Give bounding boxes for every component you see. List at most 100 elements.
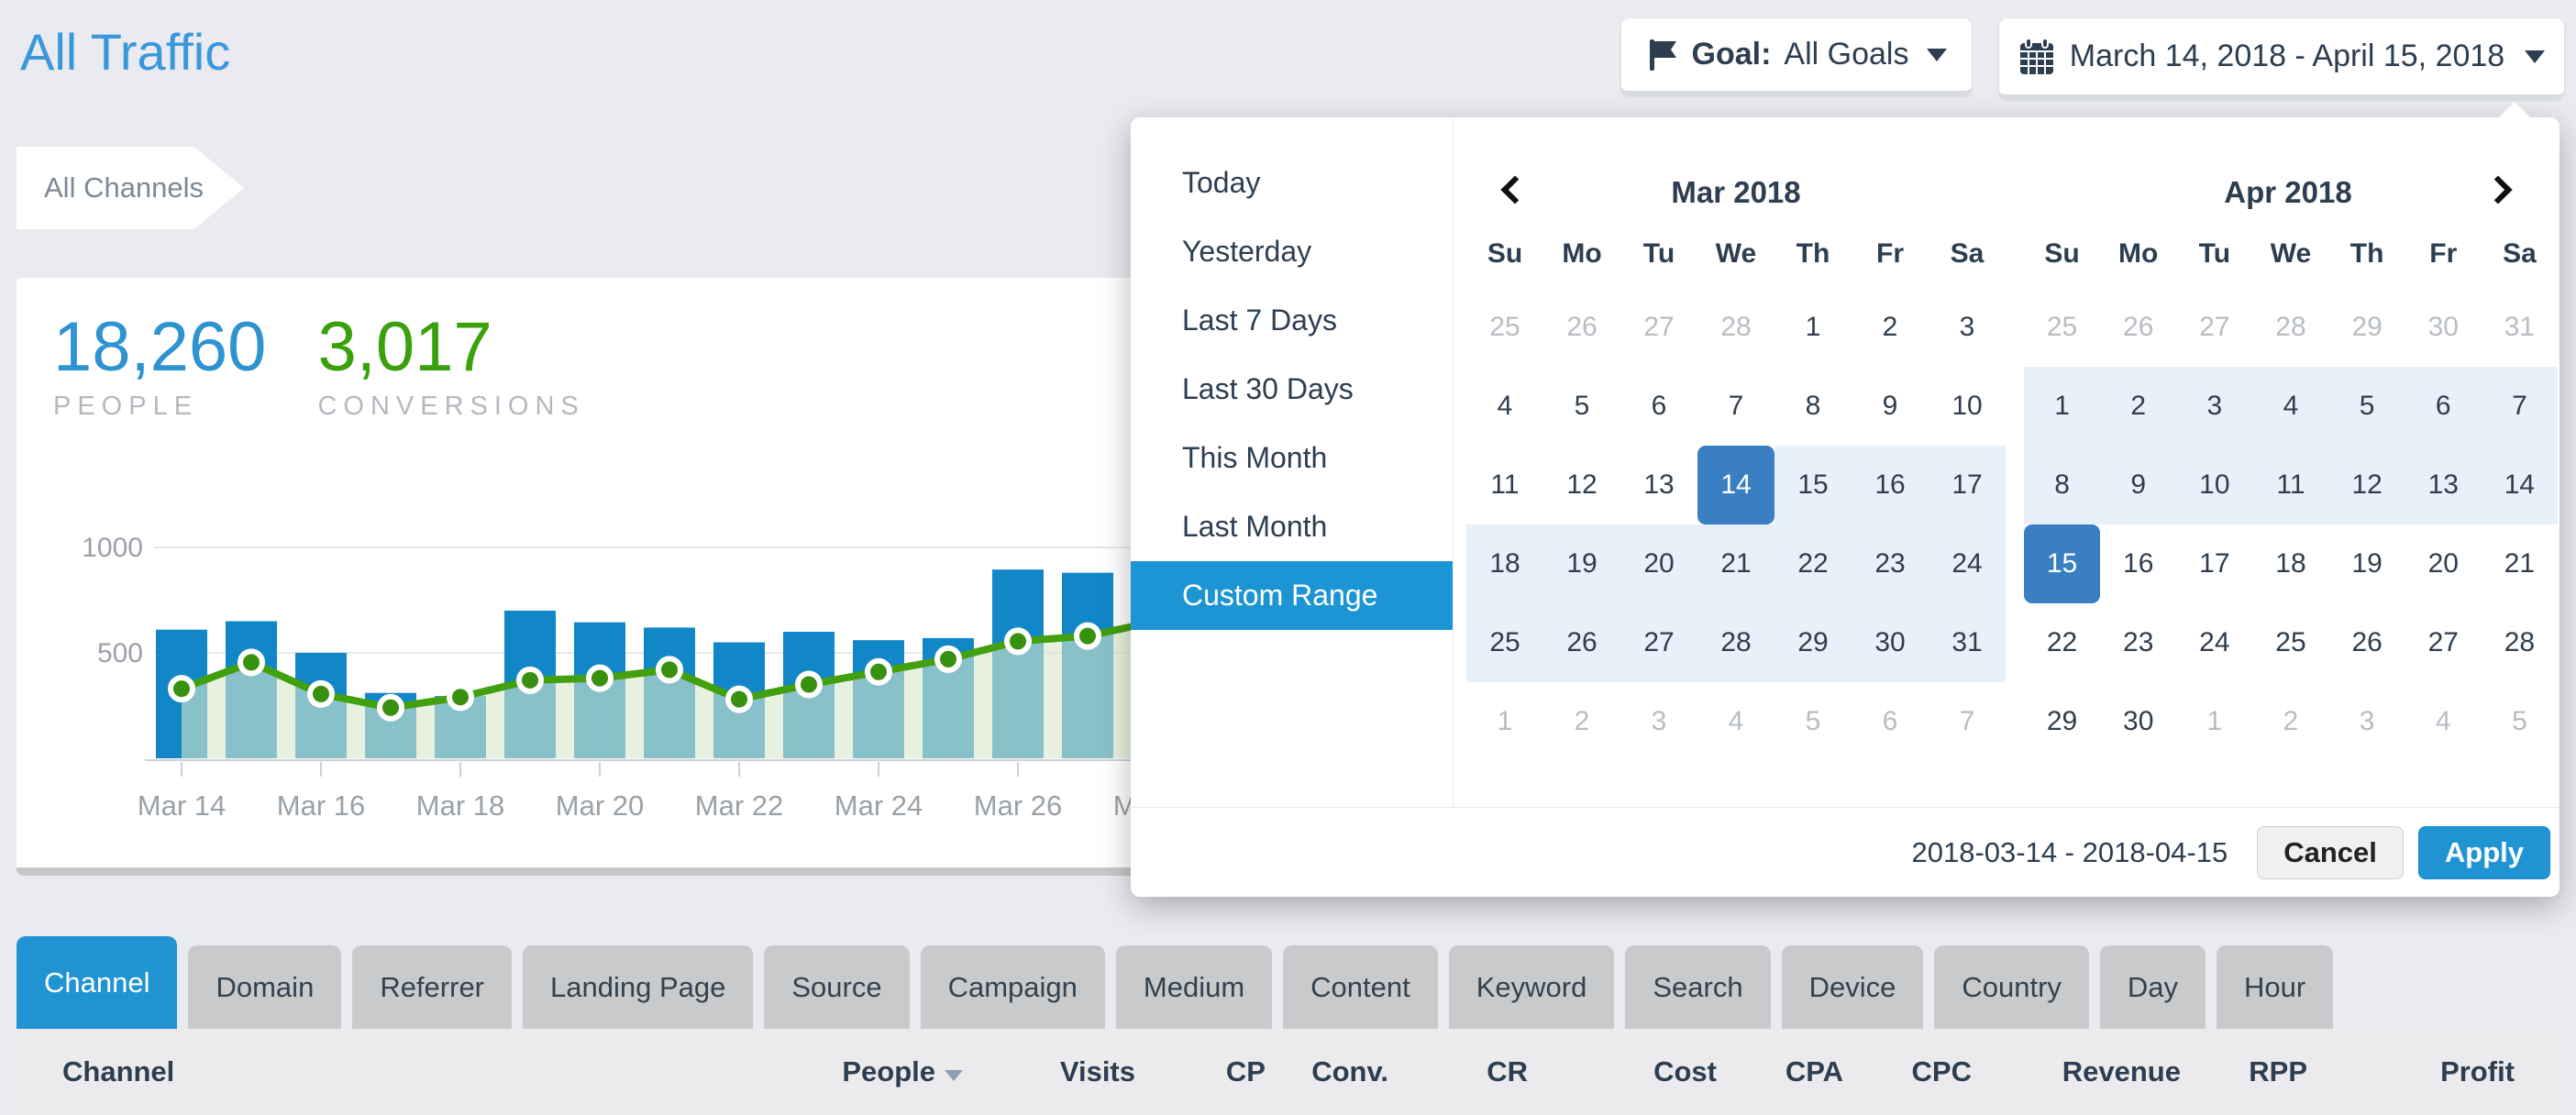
tab-keyword[interactable]: Keyword: [1448, 945, 1615, 1029]
day-cell[interactable]: 2: [2283, 706, 2299, 736]
day-cell[interactable]: 18: [2275, 548, 2306, 579]
day-cell[interactable]: 5: [2512, 706, 2527, 736]
preset-last-30-days[interactable]: Last 30 Days: [1182, 372, 1354, 405]
goal-selector-button[interactable]: Goal: All Goals: [1621, 18, 1972, 95]
day-cell[interactable]: 19: [2351, 548, 2383, 579]
day-cell[interactable]: 29: [2351, 312, 2383, 342]
preset-today[interactable]: Today: [1182, 166, 1261, 199]
day-cell[interactable]: 7: [2481, 367, 2558, 446]
column-header-conv[interactable]: Conv.: [1311, 1055, 1388, 1087]
day-cell[interactable]: 22: [1774, 524, 1852, 603]
day-cell[interactable]: 28: [2504, 627, 2536, 657]
day-cell-selected[interactable]: 15: [2024, 524, 2101, 603]
day-cell[interactable]: 4: [2252, 367, 2329, 446]
day-cell[interactable]: 5: [1805, 706, 1821, 736]
day-cell[interactable]: 3: [2176, 367, 2253, 446]
calendar-prev-icon[interactable]: [1494, 172, 1534, 213]
channel-filter-tag[interactable]: All Channels: [17, 147, 244, 229]
day-cell[interactable]: 21: [2504, 548, 2536, 579]
tab-content[interactable]: Content: [1283, 945, 1438, 1029]
calendar-next-icon[interactable]: [2483, 172, 2525, 213]
day-cell[interactable]: 9: [1882, 391, 1898, 421]
day-cell[interactable]: 6: [1651, 391, 1667, 421]
day-cell[interactable]: 30: [2123, 706, 2154, 736]
day-cell[interactable]: 3: [1959, 312, 1975, 342]
day-cell[interactable]: 24: [1929, 524, 2006, 603]
day-cell[interactable]: 10: [2176, 446, 2253, 524]
day-cell[interactable]: 1: [2024, 367, 2101, 446]
column-header-cpc[interactable]: CPC: [1911, 1055, 1972, 1087]
column-header-revenue[interactable]: Revenue: [2062, 1055, 2181, 1087]
day-cell[interactable]: 27: [2199, 312, 2230, 342]
day-cell[interactable]: 29: [2046, 706, 2078, 736]
tab-domain[interactable]: Domain: [188, 945, 342, 1029]
column-header-rpp[interactable]: RPP: [2249, 1055, 2307, 1087]
preset-yesterday[interactable]: Yesterday: [1182, 235, 1312, 268]
day-cell[interactable]: 8: [2024, 446, 2101, 524]
day-cell[interactable]: 27: [1643, 312, 1675, 342]
day-cell[interactable]: 26: [1543, 603, 1620, 682]
tab-search[interactable]: Search: [1625, 945, 1771, 1029]
day-cell[interactable]: 26: [1566, 312, 1598, 342]
day-cell[interactable]: 22: [2046, 627, 2078, 657]
day-cell[interactable]: 6: [2405, 367, 2482, 446]
day-cell[interactable]: 5: [1574, 391, 1590, 421]
day-cell[interactable]: 2: [1574, 706, 1590, 736]
day-cell-selected[interactable]: 14: [1697, 446, 1774, 524]
day-cell[interactable]: 20: [1620, 524, 1697, 603]
preset-last-7-days[interactable]: Last 7 Days: [1182, 304, 1337, 337]
day-cell[interactable]: 17: [1929, 446, 2006, 524]
day-cell[interactable]: 17: [2199, 548, 2230, 579]
preset-last-month[interactable]: Last Month: [1182, 510, 1328, 543]
day-cell[interactable]: 8: [1805, 391, 1821, 421]
day-cell[interactable]: 4: [1497, 391, 1513, 421]
column-header-cp[interactable]: CP: [1225, 1055, 1266, 1087]
day-cell[interactable]: 25: [1489, 312, 1520, 342]
day-cell[interactable]: 21: [1697, 524, 1774, 603]
tab-campaign[interactable]: Campaign: [920, 945, 1105, 1029]
column-header-cr[interactable]: CR: [1487, 1055, 1528, 1087]
day-cell[interactable]: 1: [1805, 312, 1821, 342]
day-cell[interactable]: 28: [1720, 312, 1752, 342]
day-cell[interactable]: 2: [1882, 312, 1898, 342]
day-cell[interactable]: 30: [2427, 312, 2459, 342]
tab-channel[interactable]: Channel: [17, 936, 178, 1029]
day-cell[interactable]: 28: [2275, 312, 2306, 342]
day-cell[interactable]: 16: [2123, 548, 2154, 579]
day-cell[interactable]: 23: [2123, 627, 2154, 657]
cancel-button[interactable]: Cancel: [2257, 825, 2404, 879]
day-cell[interactable]: 7: [1959, 706, 1975, 736]
day-cell[interactable]: 12: [1566, 469, 1598, 500]
tab-referrer[interactable]: Referrer: [352, 945, 513, 1029]
day-cell[interactable]: 9: [2100, 446, 2177, 524]
tab-device[interactable]: Device: [1781, 945, 1924, 1029]
column-header-profit[interactable]: Profit: [2440, 1055, 2515, 1087]
column-header-cost[interactable]: Cost: [1653, 1055, 1717, 1087]
day-cell[interactable]: 13: [1643, 469, 1675, 500]
tab-medium[interactable]: Medium: [1115, 945, 1273, 1029]
day-cell[interactable]: 20: [2427, 548, 2459, 579]
date-range-button[interactable]: March 14, 2018 - April 15, 2018: [1999, 18, 2564, 99]
column-header-cpa[interactable]: CPA: [1785, 1055, 1843, 1087]
day-cell[interactable]: 3: [2359, 706, 2375, 736]
day-cell[interactable]: 25: [2275, 627, 2306, 657]
column-header-channel[interactable]: Channel: [62, 1055, 175, 1087]
preset-this-month[interactable]: This Month: [1182, 441, 1328, 474]
day-cell[interactable]: 27: [2427, 627, 2459, 657]
day-cell[interactable]: 23: [1852, 524, 1929, 603]
tab-source[interactable]: Source: [764, 945, 910, 1029]
tab-landing-page[interactable]: Landing Page: [523, 945, 754, 1029]
day-cell[interactable]: 4: [2435, 706, 2451, 736]
day-cell[interactable]: 12: [2328, 446, 2405, 524]
day-cell[interactable]: 25: [2046, 312, 2078, 342]
day-cell[interactable]: 7: [1728, 391, 1744, 421]
day-cell[interactable]: 2: [2100, 367, 2177, 446]
day-cell[interactable]: 10: [1951, 391, 1983, 421]
day-cell[interactable]: 25: [1466, 603, 1543, 682]
day-cell[interactable]: 15: [1774, 446, 1852, 524]
day-cell[interactable]: 28: [1697, 603, 1774, 682]
day-cell[interactable]: 26: [2123, 312, 2154, 342]
day-cell[interactable]: 1: [2206, 706, 2223, 736]
column-header-people[interactable]: People: [842, 1029, 963, 1115]
tab-day[interactable]: Day: [2099, 945, 2206, 1029]
